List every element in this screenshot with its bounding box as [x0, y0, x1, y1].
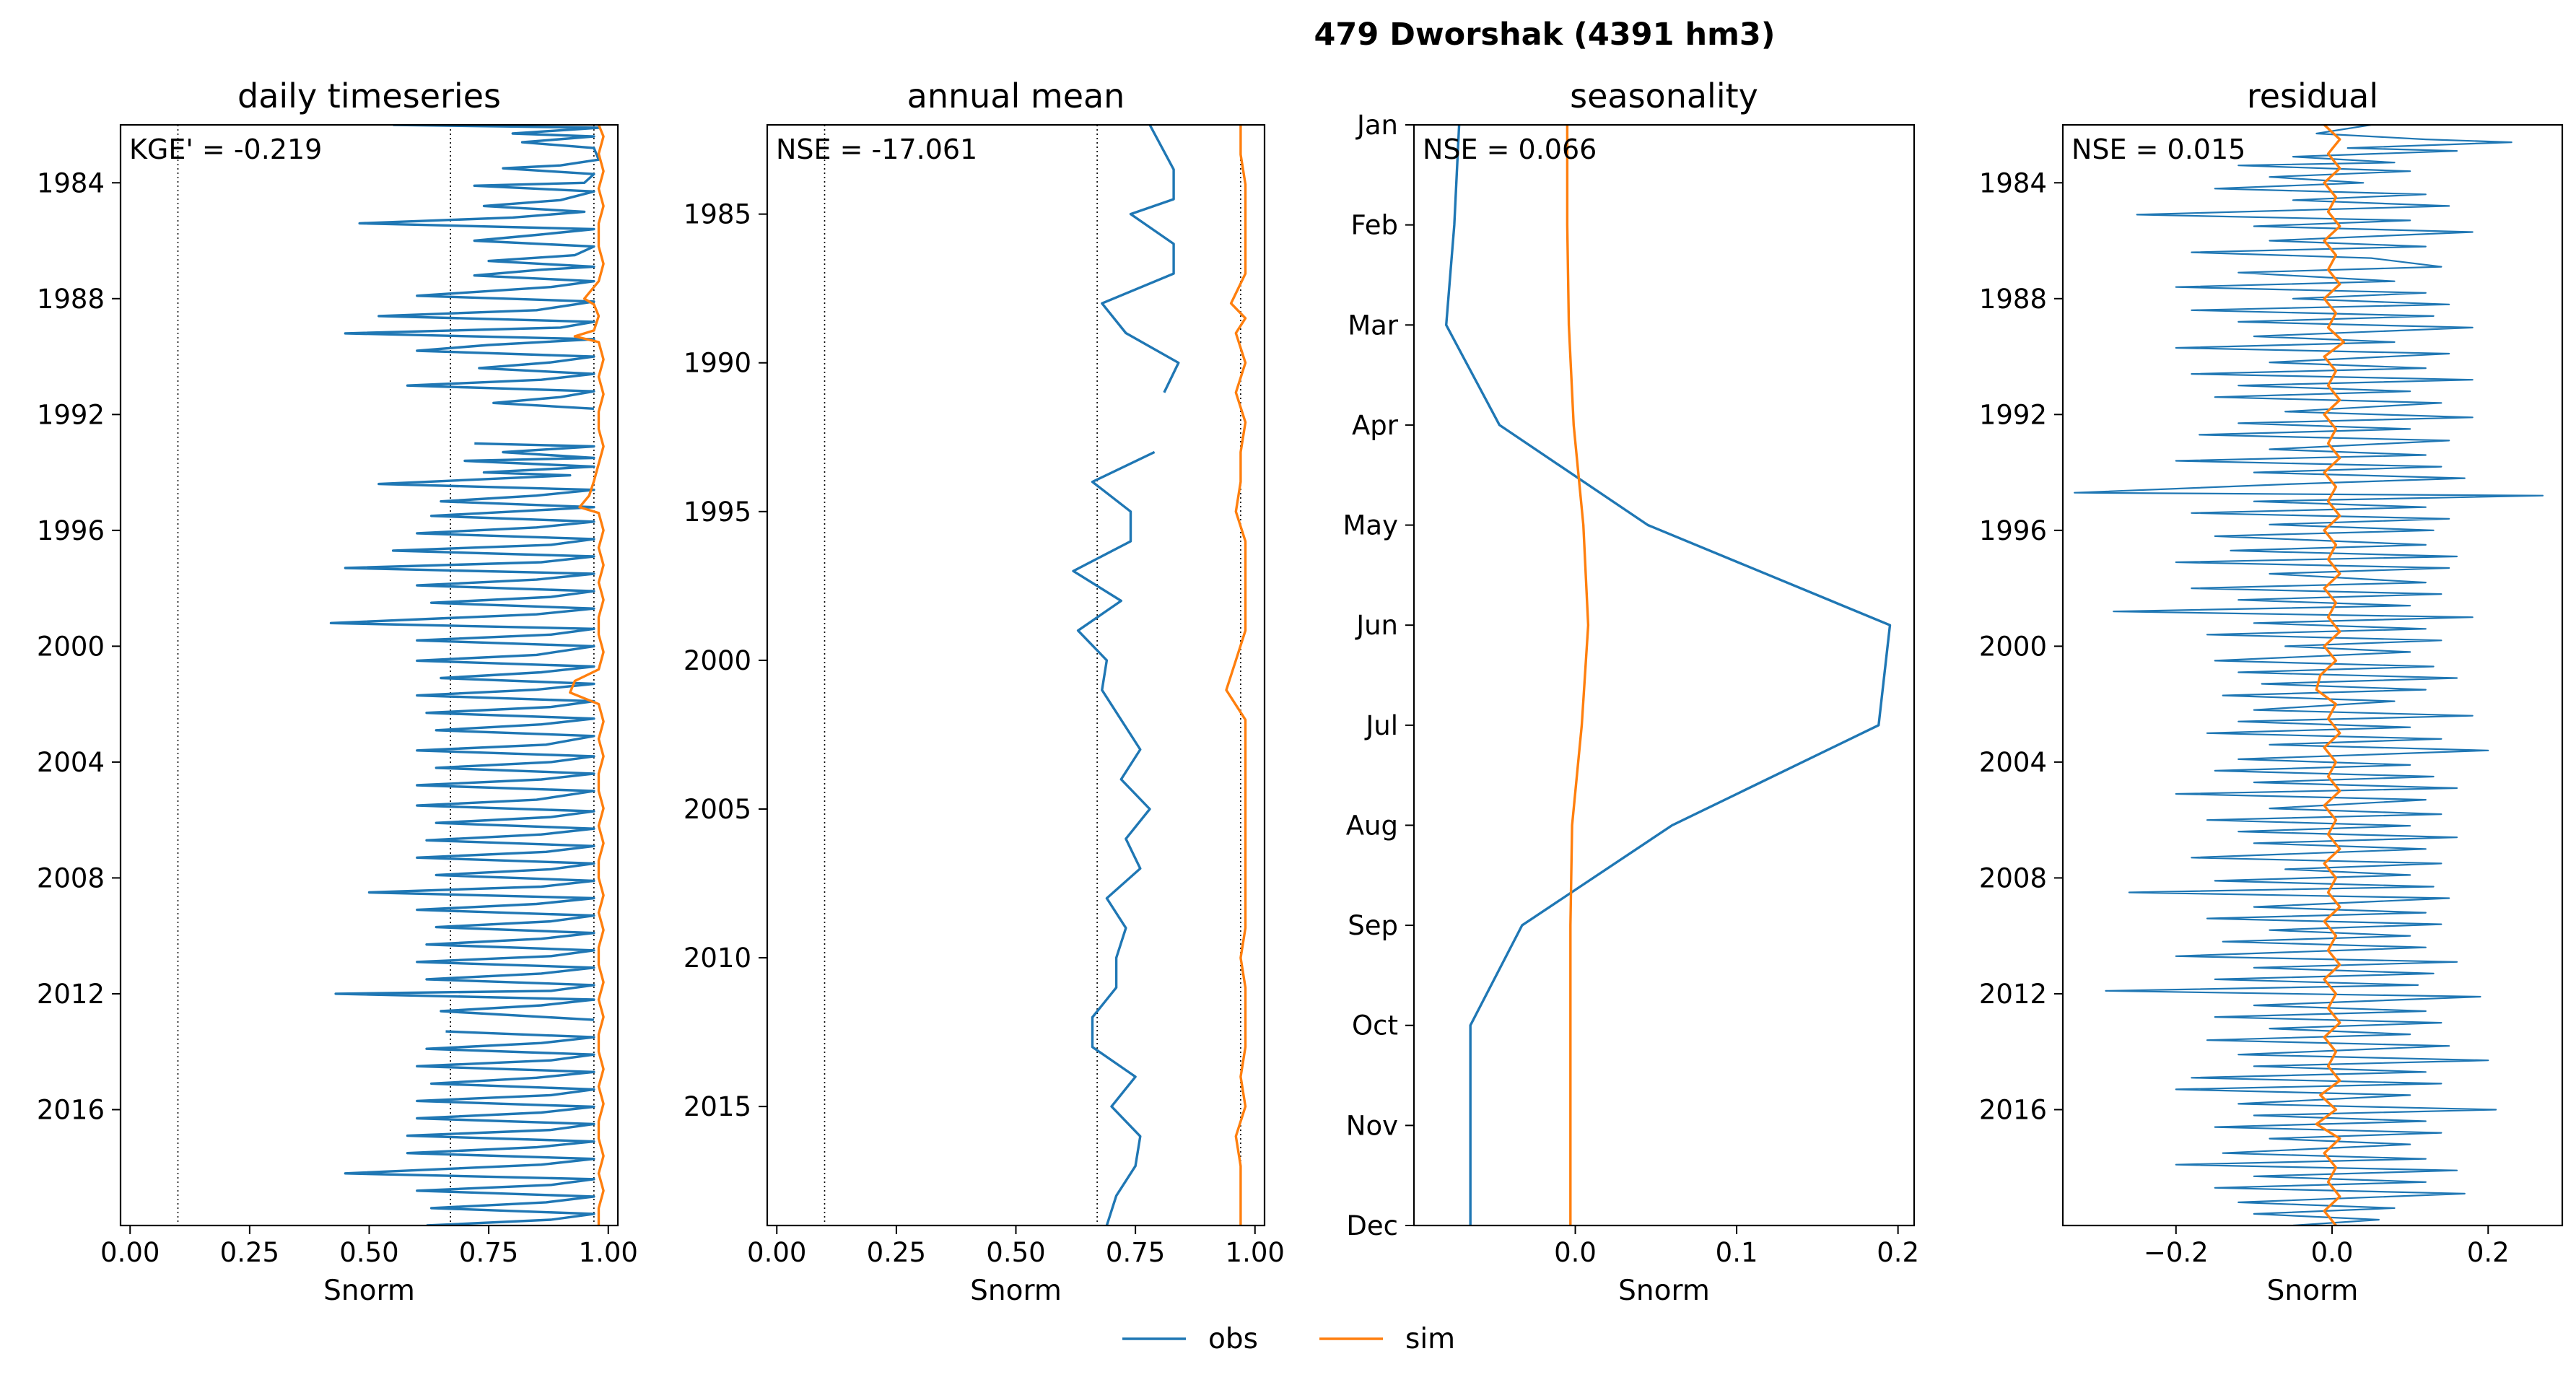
y-tick-label: 2010 — [684, 943, 751, 974]
x-tick-label: 0.25 — [867, 1237, 926, 1268]
y-tick-label: 2008 — [1979, 862, 2047, 894]
x-tick-label: 0.0 — [2311, 1237, 2354, 1268]
metric-annotation: NSE = 0.066 — [1423, 134, 1597, 165]
y-tick-label: Jan — [1355, 110, 1398, 141]
metric-annotation: NSE = 0.015 — [2071, 134, 2245, 165]
panel-seasonality: 0.0 0.1 0.2 Jan Feb Mar Apr May Jun Jul Aug Sep Oct N… — [1343, 77, 1920, 1307]
x-tick-label: 0.0 — [1554, 1237, 1597, 1268]
panel-title: daily timeseries — [237, 77, 501, 115]
panel-daily-timeseries: 0.00 0.25 0.50 0.75 1.00 1984 1988 1992 1996 2000… — [37, 77, 638, 1307]
x-tick-label: 0.1 — [1716, 1237, 1758, 1268]
series-group — [1445, 125, 1892, 1225]
y-tick-label: 2005 — [684, 794, 751, 825]
y-tick-label: Feb — [1350, 210, 1398, 241]
panel-annual-mean: 0.00 0.25 0.50 0.75 1.00 1985 1990 1995 2000 2005… — [684, 77, 1285, 1307]
x-axis-label: Snorm — [2267, 1275, 2359, 1307]
series-group — [329, 125, 605, 1225]
x-tick-label: 0.2 — [2467, 1237, 2510, 1268]
y-tick-label: 1984 — [37, 167, 105, 198]
y-tick-label: Nov — [1346, 1110, 1398, 1141]
y-tick-label: 2000 — [684, 645, 751, 676]
y-tick-label: Oct — [1352, 1010, 1398, 1041]
y-tick-label: 2016 — [37, 1094, 105, 1125]
y-tick-label: 1996 — [1979, 515, 2047, 546]
series-group — [1072, 125, 1247, 1225]
y-tick-label: 2000 — [1979, 631, 2047, 662]
series-sim-line-1 — [2315, 125, 2345, 1225]
series-obs-line-2 — [329, 442, 595, 1021]
y-tick-label: Jun — [1355, 610, 1398, 641]
series-obs-line-1 — [1445, 125, 1892, 1225]
y-tick-label: 1995 — [684, 497, 751, 528]
legend-entry-obs: obs — [1122, 1323, 1258, 1355]
x-tick-label: 0.75 — [459, 1237, 518, 1268]
y-tick-label: 1992 — [37, 399, 105, 430]
y-tick-label: 1988 — [1979, 284, 2047, 315]
x-tick-label: 0.2 — [1877, 1237, 1919, 1268]
panel-title: seasonality — [1570, 77, 1758, 115]
chart-panels: 0.00 0.25 0.50 0.75 1.00 1984 1988 1992 1996 2000… — [37, 77, 2564, 1307]
axes-frame — [1413, 123, 1916, 1227]
axes-frame — [2061, 123, 2564, 1227]
y-tick-label: 2012 — [1979, 979, 2047, 1010]
series-obs-line-1 — [1101, 125, 1180, 393]
panel-residual: −0.2 0.0 0.2 1984 1988 1992 1996 2000 2004 2008 20… — [1979, 77, 2564, 1307]
x-tick-label: 0.50 — [986, 1237, 1045, 1268]
y-tick-label: 1996 — [37, 515, 105, 546]
x-tick-label: 1.00 — [579, 1237, 638, 1268]
y-tick-label: Sep — [1348, 910, 1398, 941]
y-tick-label: 2012 — [37, 979, 105, 1010]
y-tick-label: 2004 — [1979, 747, 2047, 778]
series-obs-line-1 — [344, 125, 601, 410]
y-tick-label: Mar — [1348, 310, 1399, 341]
y-tick-label: Apr — [1352, 410, 1399, 441]
figure-title: 479 Dworshak (4391 hm3) — [1314, 17, 1776, 53]
y-tick-label: 1990 — [684, 348, 751, 379]
legend-label: obs — [1208, 1323, 1258, 1355]
y-tick-label: 2015 — [684, 1091, 751, 1122]
x-tick-label: 0.00 — [100, 1237, 160, 1268]
y-tick-label: 1985 — [684, 199, 751, 230]
series-group — [2074, 125, 2544, 1225]
panel-title: annual mean — [907, 77, 1125, 115]
series-obs-line-2 — [1072, 450, 1156, 1225]
x-tick-label: 0.25 — [220, 1237, 279, 1268]
series-sim-line-1 — [1566, 125, 1590, 1225]
x-axis-label: Snorm — [1618, 1275, 1710, 1307]
y-tick-label: 2008 — [37, 862, 105, 894]
y-tick-label: Aug — [1346, 810, 1398, 841]
x-axis-label: Snorm — [323, 1275, 415, 1307]
y-tick-label: May — [1343, 510, 1399, 541]
series-sim-line-1 — [1225, 125, 1247, 1225]
y-tick-label: 1988 — [37, 284, 105, 315]
legend-label: sim — [1405, 1323, 1455, 1355]
x-axis-label: Snorm — [970, 1275, 1062, 1307]
y-tick-label: 1984 — [1979, 167, 2047, 198]
x-tick-label: −0.2 — [2144, 1237, 2209, 1268]
y-tick-label: 2000 — [37, 631, 105, 662]
y-tick-label: Jul — [1364, 710, 1398, 741]
panel-title: residual — [2247, 77, 2378, 115]
legend: obs sim — [1122, 1323, 1455, 1355]
metric-annotation: NSE = -17.061 — [776, 134, 977, 165]
y-tick-label: 2004 — [37, 747, 105, 778]
series-obs-line-1 — [2074, 125, 2544, 1225]
y-tick-label: Dec — [1346, 1210, 1398, 1241]
x-tick-label: 1.00 — [1226, 1237, 1285, 1268]
series-obs-line-3 — [344, 1030, 595, 1225]
x-tick-label: 0.75 — [1106, 1237, 1165, 1268]
series-sim-line-1 — [569, 125, 605, 1225]
y-tick-label: 2016 — [1979, 1094, 2047, 1125]
x-tick-label: 0.00 — [747, 1237, 806, 1268]
y-tick-label: 1992 — [1979, 399, 2047, 430]
metric-annotation: KGE' = -0.219 — [129, 134, 322, 165]
x-tick-label: 0.50 — [339, 1237, 398, 1268]
legend-entry-sim: sim — [1319, 1323, 1455, 1355]
